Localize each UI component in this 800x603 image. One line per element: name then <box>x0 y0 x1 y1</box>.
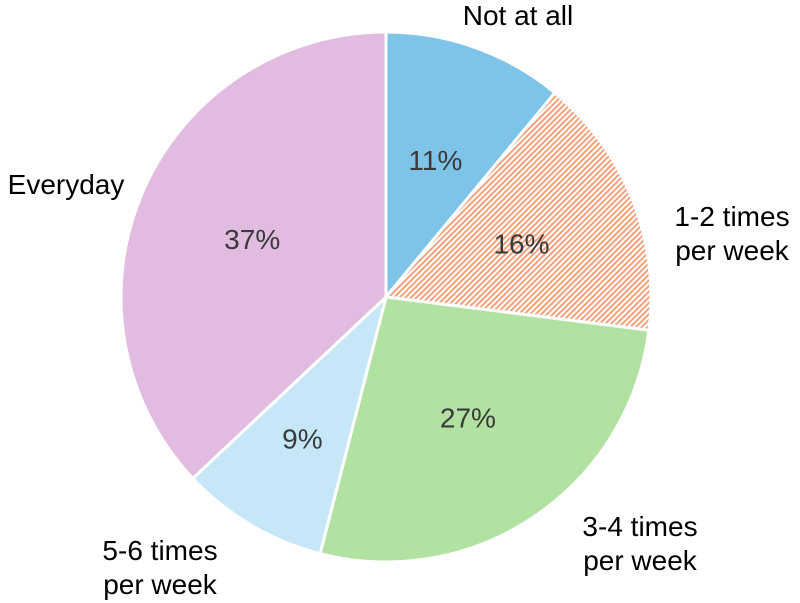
pie-slice-not-at-all <box>384 30 557 299</box>
percent-label-5-6-times-per-week: 9% <box>282 423 322 454</box>
category-label-line: 5-6 times <box>102 535 217 566</box>
category-label-not-at-all: Not at all <box>463 0 574 31</box>
percent-label-3-4-times-per-week: 27% <box>440 403 496 434</box>
category-label-line: 3-4 times <box>582 511 697 542</box>
percent-labels: 11% 16% 27% 9% 37% <box>224 145 549 455</box>
category-label-line: Everyday <box>8 169 125 200</box>
category-label-line: 1-2 times <box>674 201 789 232</box>
pie-slices <box>119 30 653 564</box>
category-label-5-6-times-per-week: 5-6 times per week <box>102 535 217 600</box>
category-label-line: per week <box>675 235 790 266</box>
category-label-line: per week <box>583 545 698 576</box>
percent-label-not-at-all: 11% <box>408 145 462 176</box>
pie-slice-5-6-times-per-week <box>191 295 388 556</box>
pie-slice-3-4-times-per-week <box>318 295 651 564</box>
category-label-line: Not at all <box>463 0 574 31</box>
category-label-line: per week <box>103 569 218 600</box>
pie-slice-1-2-times-per-week <box>384 91 653 332</box>
percent-label-1-2-times-per-week: 16% <box>493 228 549 259</box>
percent-label-everyday: 37% <box>224 224 280 255</box>
pie-slice-everyday <box>119 30 388 480</box>
category-label-everyday: Everyday <box>8 169 125 200</box>
category-label-1-2-times-per-week: 1-2 times per week <box>674 201 789 266</box>
category-label-3-4-times-per-week: 3-4 times per week <box>582 511 697 576</box>
